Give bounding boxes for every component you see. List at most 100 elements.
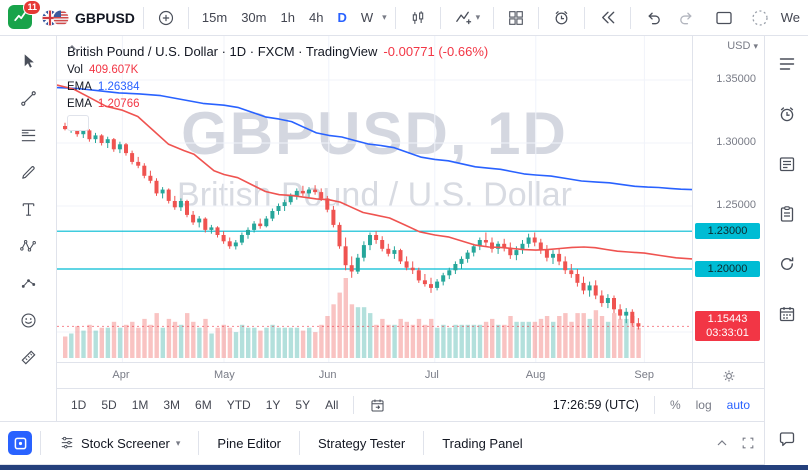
time-axis-month-label: Jun (318, 369, 337, 381)
cursor-tool-button[interactable] (11, 46, 45, 76)
price-chart-canvas[interactable] (57, 36, 692, 362)
go-to-date-icon[interactable] (369, 397, 386, 414)
legend-volume-row[interactable]: Vol 409.607K (67, 64, 488, 76)
chart-settings-gear-icon[interactable] (721, 368, 737, 384)
emoji-tool-button[interactable] (11, 305, 45, 335)
currency-selector[interactable]: USD ▾ (727, 40, 758, 52)
range-1m[interactable]: 1M (131, 398, 149, 412)
legend-ema2-row[interactable]: EMA 1.20766 (67, 98, 488, 110)
hotlists-refresh-icon (780, 257, 793, 270)
redo-button[interactable] (672, 5, 701, 30)
range-3m[interactable]: 3M (163, 398, 181, 412)
screener-chevron-icon: ▾ (175, 437, 181, 448)
ruler-icon (21, 350, 35, 364)
symbol-name[interactable]: GBPUSD (75, 9, 135, 26)
forecast-tool-button[interactable] (11, 268, 45, 298)
log-scale-button[interactable]: log (695, 398, 712, 412)
range-5d[interactable]: 5D (101, 398, 117, 412)
axis-corner (692, 363, 764, 388)
alert-button[interactable] (547, 5, 576, 30)
pattern-tool-button[interactable] (11, 231, 45, 261)
chart-legend: British Pound / U.S. Dollar · 1D · FXCM … (67, 44, 488, 131)
select-layout-button[interactable] (709, 5, 739, 31)
bottom-app-icon[interactable] (8, 431, 32, 455)
chat-button[interactable] (771, 423, 803, 455)
alert-clock-icon (555, 10, 568, 25)
tab-stock-screener[interactable]: Stock Screener ▾ (49, 429, 190, 457)
trend-line-icon (20, 90, 36, 106)
range-1d[interactable]: 1D (71, 398, 87, 412)
volume-label: Vol (67, 64, 83, 76)
fib-retracement-icon (21, 129, 35, 141)
tab-label: Trading Panel (442, 435, 523, 451)
interval-1d[interactable]: D (337, 10, 347, 25)
time-axis-month-label: May (214, 369, 235, 381)
watchlist-button[interactable] (771, 48, 803, 80)
cursor-icon (24, 53, 34, 68)
data-window-button[interactable] (771, 198, 803, 230)
panel-maximize-icon[interactable] (740, 435, 756, 451)
text-tool-button[interactable] (11, 194, 45, 224)
time-axis[interactable]: Apr May Jun Jul Aug Sep (57, 362, 764, 388)
hotlists-button[interactable] (771, 248, 803, 280)
session-clock[interactable]: 17:26:59 (UTC) (552, 398, 639, 412)
tab-strategy-tester[interactable]: Strategy Tester (308, 430, 415, 457)
toolbar-separator (493, 6, 495, 29)
layout-grid-button[interactable] (502, 6, 530, 30)
alerts-button[interactable] (771, 98, 803, 130)
toolbar-separator (630, 6, 632, 29)
interval-30m[interactable]: 30m (241, 10, 267, 25)
layout-rect-icon (716, 11, 732, 24)
interval-15m[interactable]: 15m (201, 10, 228, 25)
price-tick-label: 1.25000 (716, 199, 756, 211)
percent-scale-button[interactable]: % (669, 398, 681, 412)
horizontal-line-price-label[interactable]: 1.23000 (695, 223, 760, 240)
legend-main-row[interactable]: British Pound / U.S. Dollar · 1D · FXCM … (67, 44, 488, 59)
tab-label: Strategy Tester (318, 435, 406, 451)
price-scale[interactable]: USD ▾ 1.35000 1.30000 1.25000 1.23000 1.2000… (692, 36, 764, 362)
compare-add-symbol-button[interactable] (152, 6, 180, 30)
redo-arrow-icon (680, 12, 692, 25)
brush-tool-button[interactable] (11, 157, 45, 187)
tab-trading-panel[interactable]: Trading Panel (432, 430, 532, 457)
ema1-label: EMA (67, 81, 92, 93)
interval-menu-chevron-icon[interactable]: ▾ (382, 12, 387, 22)
horizontal-line-price-label[interactable]: 1.20000 (695, 261, 760, 277)
range-ytd[interactable]: YTD (226, 398, 251, 412)
right-sidebar (764, 36, 808, 465)
plus-circle-icon (158, 10, 173, 25)
dotted-circle-button[interactable] (745, 5, 775, 31)
tab-pine-editor[interactable]: Pine Editor (207, 430, 291, 457)
chart-plot[interactable]: GBPUSD, 1D British Pound / U.S. Dollar B… (57, 36, 692, 362)
auto-scale-button[interactable]: auto (726, 398, 750, 412)
panel-collapse-chevron-icon[interactable] (714, 435, 730, 451)
legend-collapse-button[interactable] (67, 45, 89, 131)
interval-1h[interactable]: 1h (280, 10, 295, 25)
xabcd-pattern-icon (19, 239, 36, 252)
chart-style-button[interactable] (404, 6, 432, 30)
legend-ema1-row[interactable]: EMA 1.26384 (67, 81, 488, 93)
candlestick-icon (412, 10, 423, 24)
top-toolbar: 11 GBPUSD (0, 0, 808, 36)
calendar-button[interactable] (771, 298, 803, 330)
range-all[interactable]: All (325, 398, 339, 412)
logo-button[interactable]: 11 (8, 0, 41, 31)
clipped-right-text: We (780, 10, 800, 25)
indicators-button[interactable]: ▾ (449, 5, 486, 30)
interval-4h[interactable]: 4h (308, 10, 324, 25)
price-tick-label: 1.30000 (716, 136, 756, 148)
range-5y[interactable]: 5Y (295, 398, 311, 412)
undo-button[interactable] (639, 5, 668, 30)
text-icon (22, 202, 34, 216)
last-price-label[interactable]: 1.15443 03:33:01 (695, 311, 760, 342)
fib-retracement-tool-button[interactable] (11, 120, 45, 150)
interval-1w[interactable]: W (360, 10, 374, 25)
tab-label: Pine Editor (217, 435, 281, 451)
notification-badge: 11 (23, 0, 41, 15)
trend-line-tool-button[interactable] (11, 83, 45, 113)
range-6m[interactable]: 6M (195, 398, 212, 412)
news-button[interactable] (771, 148, 803, 180)
bar-replay-button[interactable] (593, 5, 622, 30)
range-1y[interactable]: 1Y (265, 398, 281, 412)
measure-tool-button[interactable] (11, 342, 45, 372)
